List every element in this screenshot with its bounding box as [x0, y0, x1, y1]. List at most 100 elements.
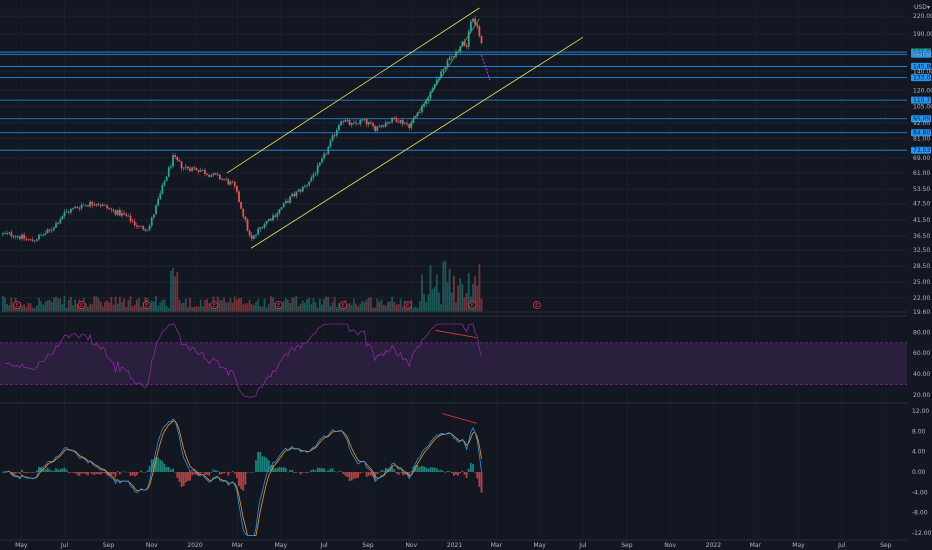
candle-body	[174, 155, 177, 158]
earnings-marker[interactable]	[274, 301, 283, 309]
earnings-marker[interactable]	[13, 301, 21, 309]
candle-body	[227, 179, 230, 185]
candle-body	[263, 223, 266, 228]
currency-chevron-icon[interactable]: ▾	[927, 4, 930, 11]
earnings-marker[interactable]	[403, 301, 412, 309]
volume-bar	[165, 306, 168, 312]
candle-body	[346, 119, 349, 121]
candle-body	[65, 211, 68, 213]
volume-bar	[218, 300, 221, 312]
candle-body	[376, 126, 379, 131]
volume-bar	[193, 307, 196, 312]
volume-bar	[59, 298, 62, 312]
volume-bar	[461, 284, 464, 312]
candle-body	[244, 216, 247, 220]
macd-histogram-bar	[246, 472, 249, 473]
volume-bar	[287, 300, 289, 312]
macd-histogram-bar	[431, 467, 434, 472]
earnings-marker[interactable]	[77, 301, 86, 309]
macd-histogram-bar	[433, 467, 436, 472]
volume-bar	[42, 304, 45, 312]
macd-histogram-bar	[314, 470, 317, 472]
candle-body	[101, 204, 104, 206]
macd-histogram-bar	[467, 468, 470, 472]
volume-bar	[465, 292, 468, 312]
price-tick-label: 19.60	[913, 309, 930, 316]
macd-histogram-bar	[104, 472, 106, 474]
earnings-marker[interactable]	[532, 301, 541, 309]
volume-bar	[35, 305, 38, 312]
macd-histogram-bar	[42, 468, 45, 472]
macd-histogram-bar	[401, 472, 404, 476]
volume-bar	[104, 302, 106, 312]
volume-bar	[369, 297, 372, 312]
volume-bar	[214, 305, 217, 312]
level-price-label: 73.53	[913, 147, 930, 154]
candle-body	[448, 57, 451, 61]
volume-bar	[331, 302, 334, 312]
candle-body	[148, 225, 151, 230]
candle-body	[440, 71, 442, 78]
trendlines[interactable]	[226, 7, 584, 249]
rsi-tick-label: 60.00	[913, 350, 930, 357]
volume-bar	[310, 304, 313, 312]
trendline-channel-lower[interactable]	[250, 36, 584, 249]
volume-bar	[376, 298, 379, 312]
macd-histogram-bar	[357, 472, 360, 478]
trendline-inner-support[interactable]	[409, 18, 480, 126]
macd-pane[interactable]	[0, 402, 907, 536]
candle-body	[404, 123, 406, 125]
volume-bar	[297, 306, 300, 312]
volume-bar	[472, 284, 474, 312]
volume-bar	[289, 303, 291, 312]
volume-bar	[459, 278, 462, 312]
earnings-marker[interactable]	[468, 301, 477, 309]
macd-histogram-bar	[150, 459, 153, 472]
price-pane[interactable]: 163.98161.04145.80133.03110.7195.0584.80…	[0, 0, 932, 538]
candle-body	[282, 203, 285, 208]
candle-body	[323, 153, 325, 159]
level-price-label: 161.04	[913, 51, 932, 58]
macd-histogram-bar	[178, 472, 181, 482]
volume-bar	[480, 298, 483, 312]
volume-bar	[244, 303, 247, 312]
earnings-marker[interactable]	[210, 301, 219, 309]
macd-histogram-bar	[306, 472, 308, 474]
earnings-marker[interactable]	[339, 301, 348, 309]
rsi-pane[interactable]	[0, 315, 907, 398]
macd-histogram-bar	[276, 468, 279, 472]
trendline-channel-upper[interactable]	[226, 7, 480, 174]
macd-histogram-bar	[142, 472, 145, 473]
candle-body	[269, 218, 272, 221]
volume-bar	[70, 296, 72, 312]
volume-bar	[63, 296, 66, 312]
volume-bar	[125, 306, 128, 312]
volume-bar	[397, 304, 400, 312]
candle-body	[14, 236, 17, 238]
candle-body	[118, 209, 121, 216]
volume-bar	[333, 297, 336, 312]
volume-bar	[74, 299, 77, 312]
volume-bar	[227, 302, 230, 312]
volume-bar	[87, 306, 89, 312]
volume-bar	[163, 299, 166, 312]
volume-bar	[450, 292, 453, 312]
macd-histogram-bar	[348, 472, 351, 482]
candle-body	[170, 166, 172, 168]
volume-bar	[463, 297, 466, 312]
volume-bar	[76, 304, 79, 312]
earnings-marker[interactable]	[142, 301, 151, 309]
horizontal-levels[interactable]: 163.98161.04145.80133.03110.7195.0584.80…	[0, 48, 932, 155]
candle-body	[295, 191, 298, 196]
volume-bar	[291, 297, 294, 312]
candle-body	[338, 125, 340, 131]
volume-bar	[361, 300, 364, 312]
macd-histogram-bar	[252, 472, 255, 473]
macd-histogram-bar	[365, 472, 368, 477]
candle-body	[287, 201, 289, 203]
time-tick-label: Sep	[362, 542, 374, 549]
volume-bar	[174, 276, 177, 312]
candle-body	[478, 26, 481, 36]
